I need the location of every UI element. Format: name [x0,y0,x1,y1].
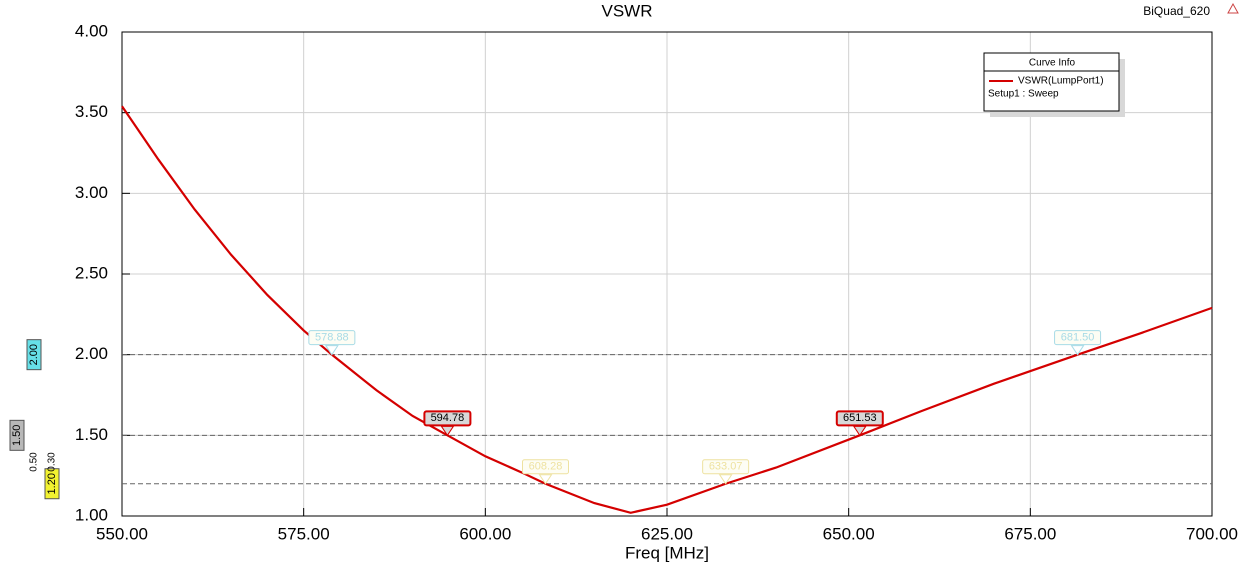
marker-label-box [1054,330,1102,346]
marker-pointer [324,345,339,356]
x-tick-label: 550.00 [96,524,148,543]
x-tick-label: 625.00 [641,524,693,543]
reference-label: 1.20 [46,473,58,494]
marker-label: 594.78 [431,412,465,424]
legend: Curve Info Setup1 : Sweep VSWR(LumpPort1… [983,52,1125,117]
y-tick-label: 1.00 [75,505,108,524]
y-tick-label: 3.50 [75,102,108,121]
chart-title: VSWR [602,1,653,20]
marker-label: 651.53 [843,412,877,424]
marker-label-box [423,410,472,427]
y-tick-label: 2.50 [75,263,108,282]
x-tick-label: 650.00 [823,524,875,543]
marker-pointer [718,474,733,485]
marker-label: 633.07 [709,461,743,473]
x-tick-label: 575.00 [278,524,330,543]
delta-label: 0.30 [47,452,58,472]
marker-label-box [308,330,356,346]
x-axis-label: Freq [MHz] [625,543,709,562]
x-tick-label: 700.00 [1186,524,1238,543]
marker-label: 681.50 [1061,332,1095,344]
reference-label: 1.50 [11,425,23,446]
series-line [121,105,1213,514]
design-name: BiQuad_620 [1143,4,1210,18]
marker-pointer [1070,345,1085,356]
y-tick-label: 3.00 [75,183,108,202]
plot-frame [121,31,1213,517]
y-tick-label: 4.00 [75,21,108,40]
x-tick-label: 600.00 [459,524,511,543]
y-tick-label: 1.50 [75,425,108,444]
marker-pointer [538,474,553,485]
reference-label-box [44,468,60,500]
delta-label: 0.50 [29,452,40,472]
reference-label: 2.00 [28,344,40,365]
marker-label: 608.28 [529,461,563,473]
design-icon [1227,2,1239,14]
legend-title: Curve Info [1029,58,1076,69]
x-tick-label: 675.00 [1004,524,1056,543]
legend-subtitle: Setup1 : Sweep [988,89,1059,100]
marker-label: 578.88 [315,332,349,344]
reference-label-box [9,419,25,451]
marker-label-box [835,410,884,427]
y-tick-label: 2.00 [75,344,108,363]
reference-label-box [26,339,42,371]
marker-label-box [702,459,750,475]
legend-label: VSWR(LumpPort1) [1018,76,1104,87]
marker-label-box [522,459,570,475]
